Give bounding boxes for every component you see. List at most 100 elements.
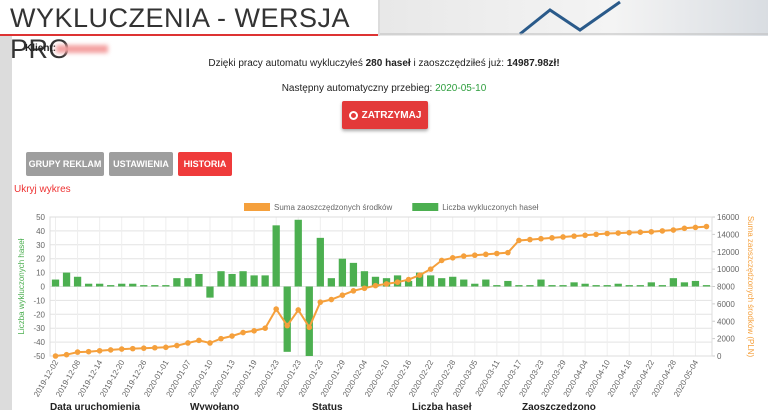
- y2-tick-label: 12000: [717, 248, 740, 257]
- line-point: [438, 257, 445, 264]
- line-point: [582, 232, 588, 239]
- bar: [107, 285, 115, 287]
- line-point: [317, 299, 324, 305]
- bar: [140, 285, 148, 287]
- bar: [680, 282, 689, 287]
- bar: [636, 285, 644, 287]
- line-point: [703, 223, 710, 230]
- line-point: [494, 250, 500, 257]
- line-point: [460, 253, 467, 259]
- line-point: [140, 345, 147, 351]
- y-tick-label: 0: [41, 283, 46, 292]
- bar: [581, 283, 589, 287]
- bar: [702, 285, 711, 287]
- y2-axis-title: Suma zaoszczędzonych środków (PLN): [746, 216, 755, 358]
- header-image: [380, 0, 768, 36]
- y-tick-label: -10: [33, 296, 45, 305]
- summary: Dzięki pracy automatu wykluczyłeś 280 ha…: [0, 58, 768, 69]
- line-point: [306, 324, 313, 331]
- bar: [228, 273, 236, 287]
- bar: [84, 283, 93, 287]
- tab[interactable]: USTAWIENIA: [109, 152, 173, 176]
- line-point: [196, 337, 202, 344]
- bar: [338, 258, 347, 287]
- bar: [427, 275, 435, 287]
- bar: [471, 283, 479, 287]
- bar: [415, 272, 424, 287]
- line-point: [361, 285, 368, 292]
- history-table-header: Data uruchomienia Wywołano Status Liczba…: [0, 402, 768, 410]
- line-point: [185, 340, 191, 346]
- bar: [360, 271, 369, 287]
- line-point: [648, 228, 655, 235]
- bar: [570, 282, 578, 287]
- line-point: [449, 255, 456, 261]
- line-point: [163, 344, 169, 351]
- summary-middle: i zaoszczędziłeś już:: [413, 58, 505, 69]
- line-point: [372, 282, 379, 289]
- bar: [603, 285, 611, 287]
- line-point: [549, 235, 555, 241]
- bar: [272, 225, 280, 287]
- bar: [460, 279, 468, 287]
- bar: [162, 285, 170, 287]
- bar: [691, 280, 700, 287]
- line-point: [107, 347, 114, 353]
- bar: [669, 278, 678, 287]
- tab-active[interactable]: HISTORIA: [178, 152, 232, 176]
- line-point: [427, 266, 434, 272]
- y-tick-label: 10: [36, 269, 45, 278]
- tab-label: HISTORIA: [183, 159, 227, 169]
- bar: [592, 285, 600, 287]
- line-point: [52, 353, 59, 359]
- tab-label: USTAWIENIA: [113, 159, 169, 169]
- toggle-chart-link[interactable]: Ukryj wykres: [14, 184, 71, 195]
- line-point: [63, 351, 70, 358]
- next-run: Następny automatyczny przebieg: 2020-05-…: [0, 83, 768, 94]
- client-label: Klient:: [25, 43, 57, 54]
- bar: [239, 271, 247, 287]
- line-point: [328, 296, 335, 303]
- bar: [526, 285, 534, 287]
- legend-swatch: [244, 203, 270, 211]
- line-point: [339, 292, 346, 298]
- line-point: [560, 234, 566, 240]
- y2-tick-label: 14000: [717, 230, 740, 239]
- page-title: WYKLUCZENIA - WERSJA PRO: [10, 3, 349, 64]
- header: WYKLUCZENIA - WERSJA PRO: [0, 0, 378, 64]
- summary-count: 280 haseł: [365, 58, 411, 69]
- stop-button-label: ZATRZYMAJ: [361, 109, 422, 121]
- line-point: [659, 228, 666, 234]
- y2-tick-label: 16000: [717, 213, 740, 222]
- y2-tick-label: 0: [717, 352, 722, 361]
- bar: [614, 283, 622, 287]
- line-point: [681, 225, 688, 232]
- plot-border: [49, 216, 713, 357]
- line-point: [516, 237, 522, 244]
- column-header: Wywołano: [190, 402, 240, 410]
- y2-tick-label: 2000: [717, 335, 735, 344]
- client-name-redacted: [56, 45, 108, 53]
- y-tick-label: -50: [33, 352, 45, 361]
- bar: [261, 275, 269, 287]
- summary-prefix: Dzięki pracy automatu wykluczyłeś: [208, 58, 363, 69]
- line-point: [207, 340, 213, 346]
- bar: [493, 285, 501, 287]
- bar: [51, 279, 60, 287]
- bar: [96, 283, 104, 287]
- bar: [515, 285, 523, 287]
- bar: [482, 279, 490, 287]
- stop-button[interactable]: ZATRZYMAJ: [342, 101, 428, 129]
- tab[interactable]: GRUPY REKLAM: [26, 152, 104, 176]
- line-point: [505, 249, 511, 256]
- bar: [118, 283, 126, 287]
- line-point: [626, 229, 633, 236]
- line-point: [604, 230, 610, 237]
- summary-amount: 14987.98zł!: [506, 58, 560, 69]
- line-point: [471, 252, 478, 259]
- line-point: [593, 231, 599, 238]
- legend-label: Liczba wykluczonych haseł: [442, 203, 538, 212]
- y-tick-label: -40: [33, 338, 45, 347]
